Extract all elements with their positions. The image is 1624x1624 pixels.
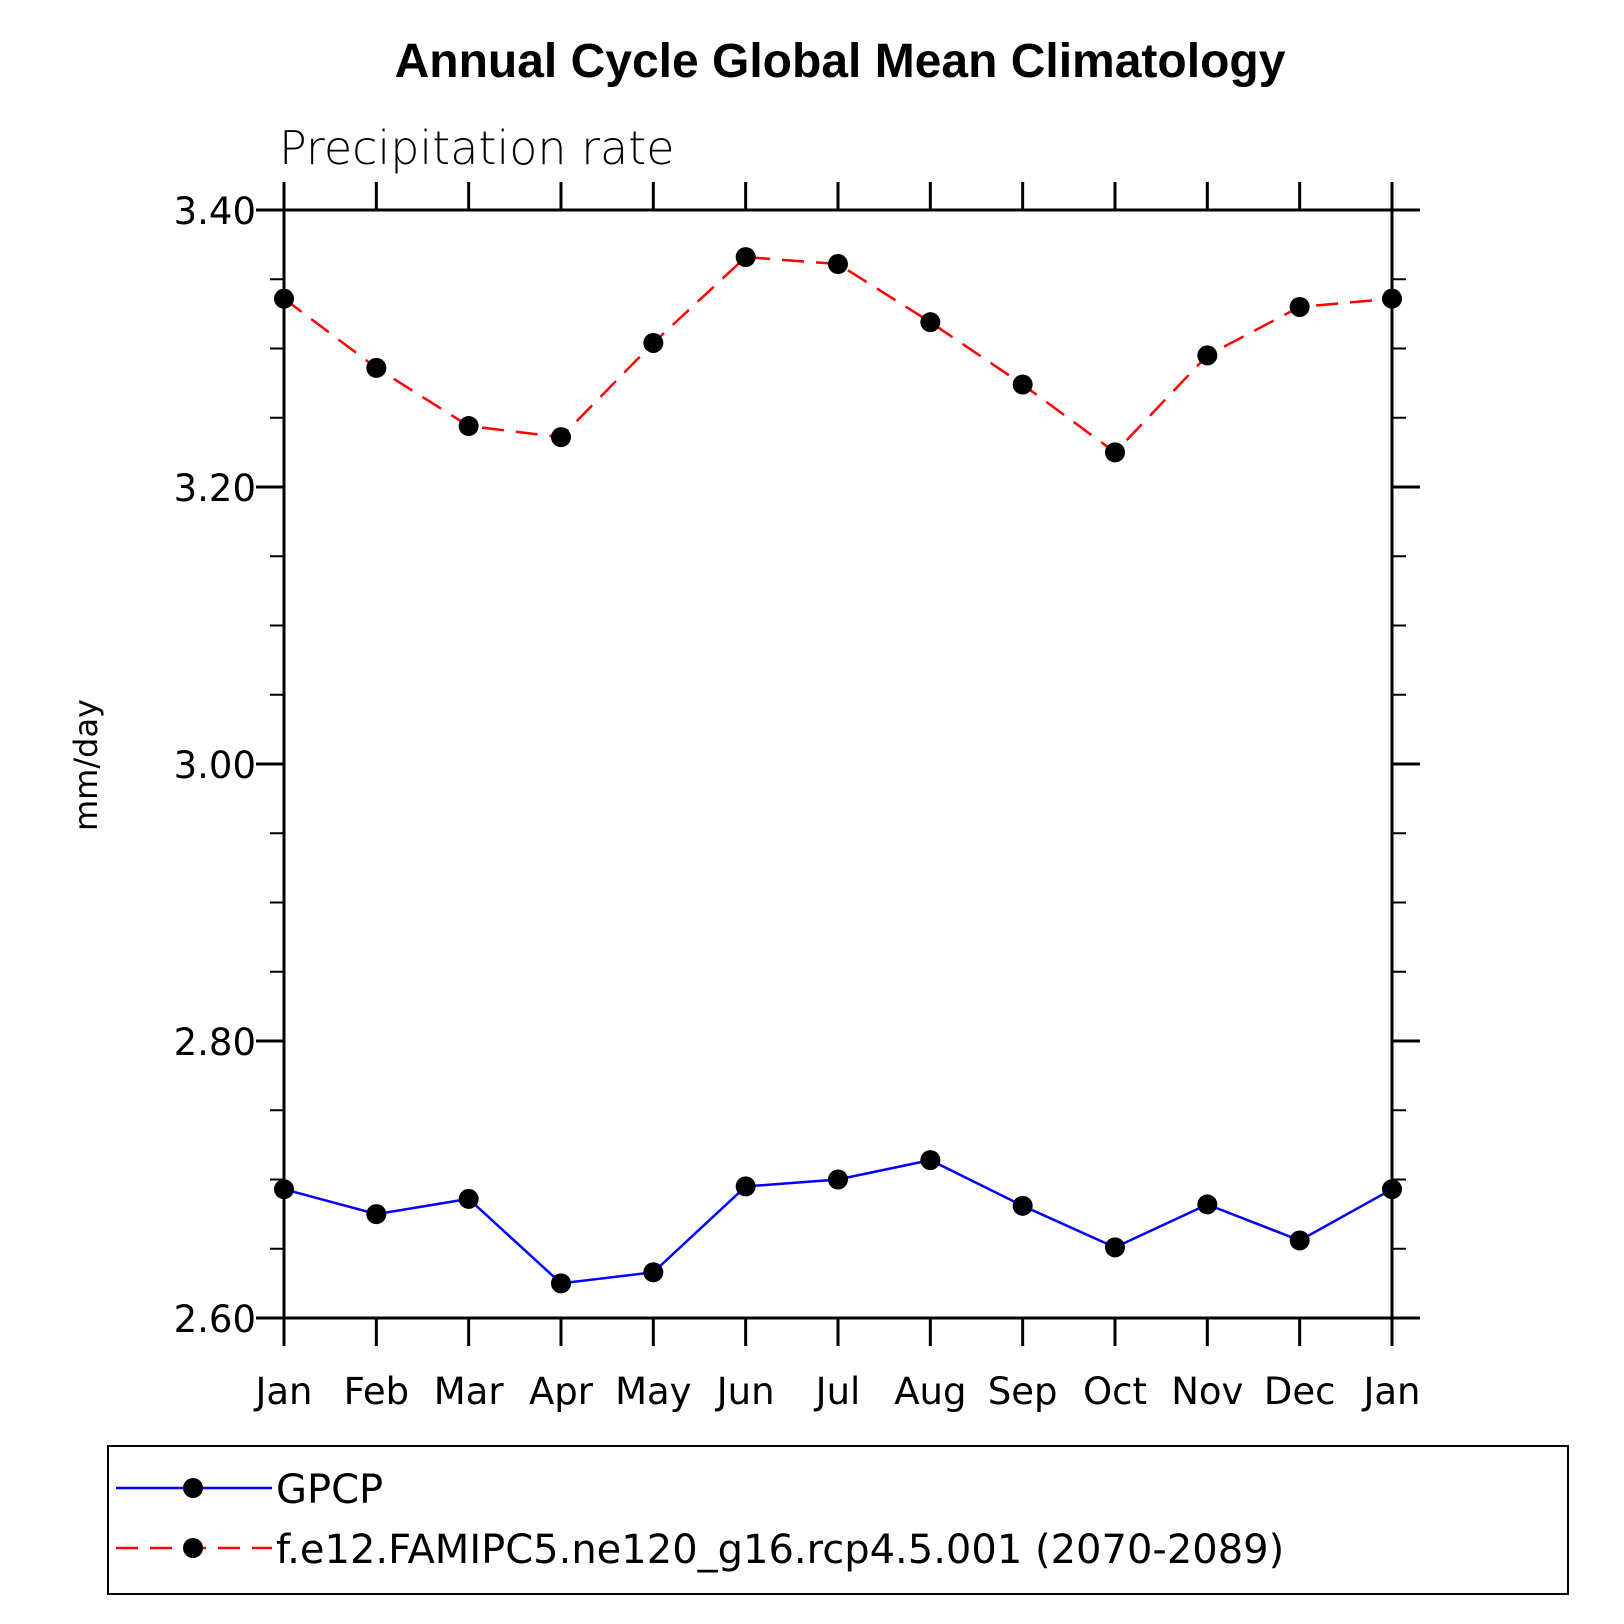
data-point: [1012, 374, 1033, 395]
x-tick-label: Nov: [1171, 1370, 1243, 1413]
data-point: [1197, 1194, 1218, 1215]
data-point: [920, 1150, 941, 1171]
tick-labels: Jan Feb Mar Apr May Jun Jul Aug Sep Oct Nov Dec Jan 2…: [174, 190, 1421, 1413]
data-point: [1382, 288, 1402, 309]
legend-label: f.e12.FAMIPC5.ne120_g16.rcp4.5.001 (2070…: [276, 1527, 1284, 1573]
x-tick-label: Jun: [715, 1370, 775, 1413]
data-point: [735, 247, 756, 268]
x-tick-label: Jan: [1361, 1370, 1420, 1413]
data-point: [735, 1176, 756, 1197]
data-point: [458, 416, 479, 437]
x-tick-label: May: [615, 1370, 692, 1413]
y-tick-label: 2.60: [174, 1298, 256, 1341]
data-point: [643, 1262, 664, 1283]
data-point: [551, 427, 571, 448]
x-tick-label: Sep: [988, 1370, 1058, 1413]
data-point: [366, 1204, 387, 1225]
legend-label: GPCP: [276, 1467, 383, 1513]
plot-frame: [282, 208, 1394, 1320]
chart-title: Annual Cycle Global Mean Climatology: [395, 35, 1286, 88]
x-tick-label: Jan: [253, 1370, 312, 1413]
series-points: [274, 247, 1402, 1294]
data-point: [366, 357, 387, 378]
x-tick-label: Oct: [1083, 1370, 1147, 1413]
series-lines: [283, 255, 1393, 1285]
x-tick-label: Jul: [814, 1370, 861, 1413]
x-tick-label: Dec: [1264, 1370, 1336, 1413]
data-point: [1197, 345, 1218, 366]
y-tick-label: 2.80: [174, 1021, 256, 1064]
x-tick-label: Apr: [529, 1370, 594, 1413]
data-point: [1382, 1179, 1402, 1200]
axis-ticks: [256, 182, 1420, 1346]
data-point: [1289, 296, 1310, 317]
data-point: [551, 1273, 571, 1294]
data-point: [1012, 1195, 1033, 1216]
data-point: [1105, 1237, 1125, 1258]
data-point: [1289, 1230, 1310, 1251]
y-tick-label: 3.00: [174, 744, 256, 787]
series-line-2: [283, 255, 1393, 455]
x-tick-label: Feb: [344, 1370, 410, 1413]
data-point: [458, 1188, 479, 1209]
legend-marker: [183, 1538, 203, 1558]
data-point: [274, 288, 294, 309]
data-point: [828, 254, 848, 275]
legend-box: [107, 1445, 1569, 1595]
y-tick-label: 3.20: [174, 467, 256, 510]
legend-marker: [183, 1478, 203, 1498]
data-point: [643, 332, 664, 353]
data-point: [920, 312, 941, 333]
x-tick-label: Mar: [434, 1370, 505, 1413]
y-axis-label: mm/day: [67, 699, 105, 831]
data-point: [828, 1169, 848, 1190]
legend: GPCP f.e12.FAMIPC5.ne120_g16.rcp4.5.001 (…: [116, 1467, 1284, 1573]
data-point: [274, 1179, 294, 1200]
data-point: [1105, 442, 1125, 463]
y-tick-label: 3.40: [174, 190, 256, 233]
chart-subtitle: Precipitation rate: [279, 121, 675, 175]
x-tick-label: Aug: [894, 1370, 966, 1413]
